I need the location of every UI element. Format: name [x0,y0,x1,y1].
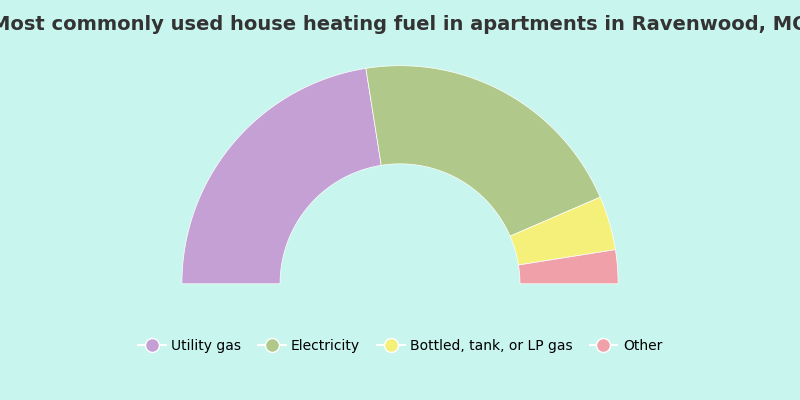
Polygon shape [518,250,618,284]
Polygon shape [510,197,615,265]
Polygon shape [182,68,382,284]
Legend: Utility gas, Electricity, Bottled, tank, or LP gas, Other: Utility gas, Electricity, Bottled, tank,… [132,334,668,359]
Polygon shape [366,66,600,236]
Title: Most commonly used house heating fuel in apartments in Ravenwood, MO: Most commonly used house heating fuel in… [0,15,800,34]
